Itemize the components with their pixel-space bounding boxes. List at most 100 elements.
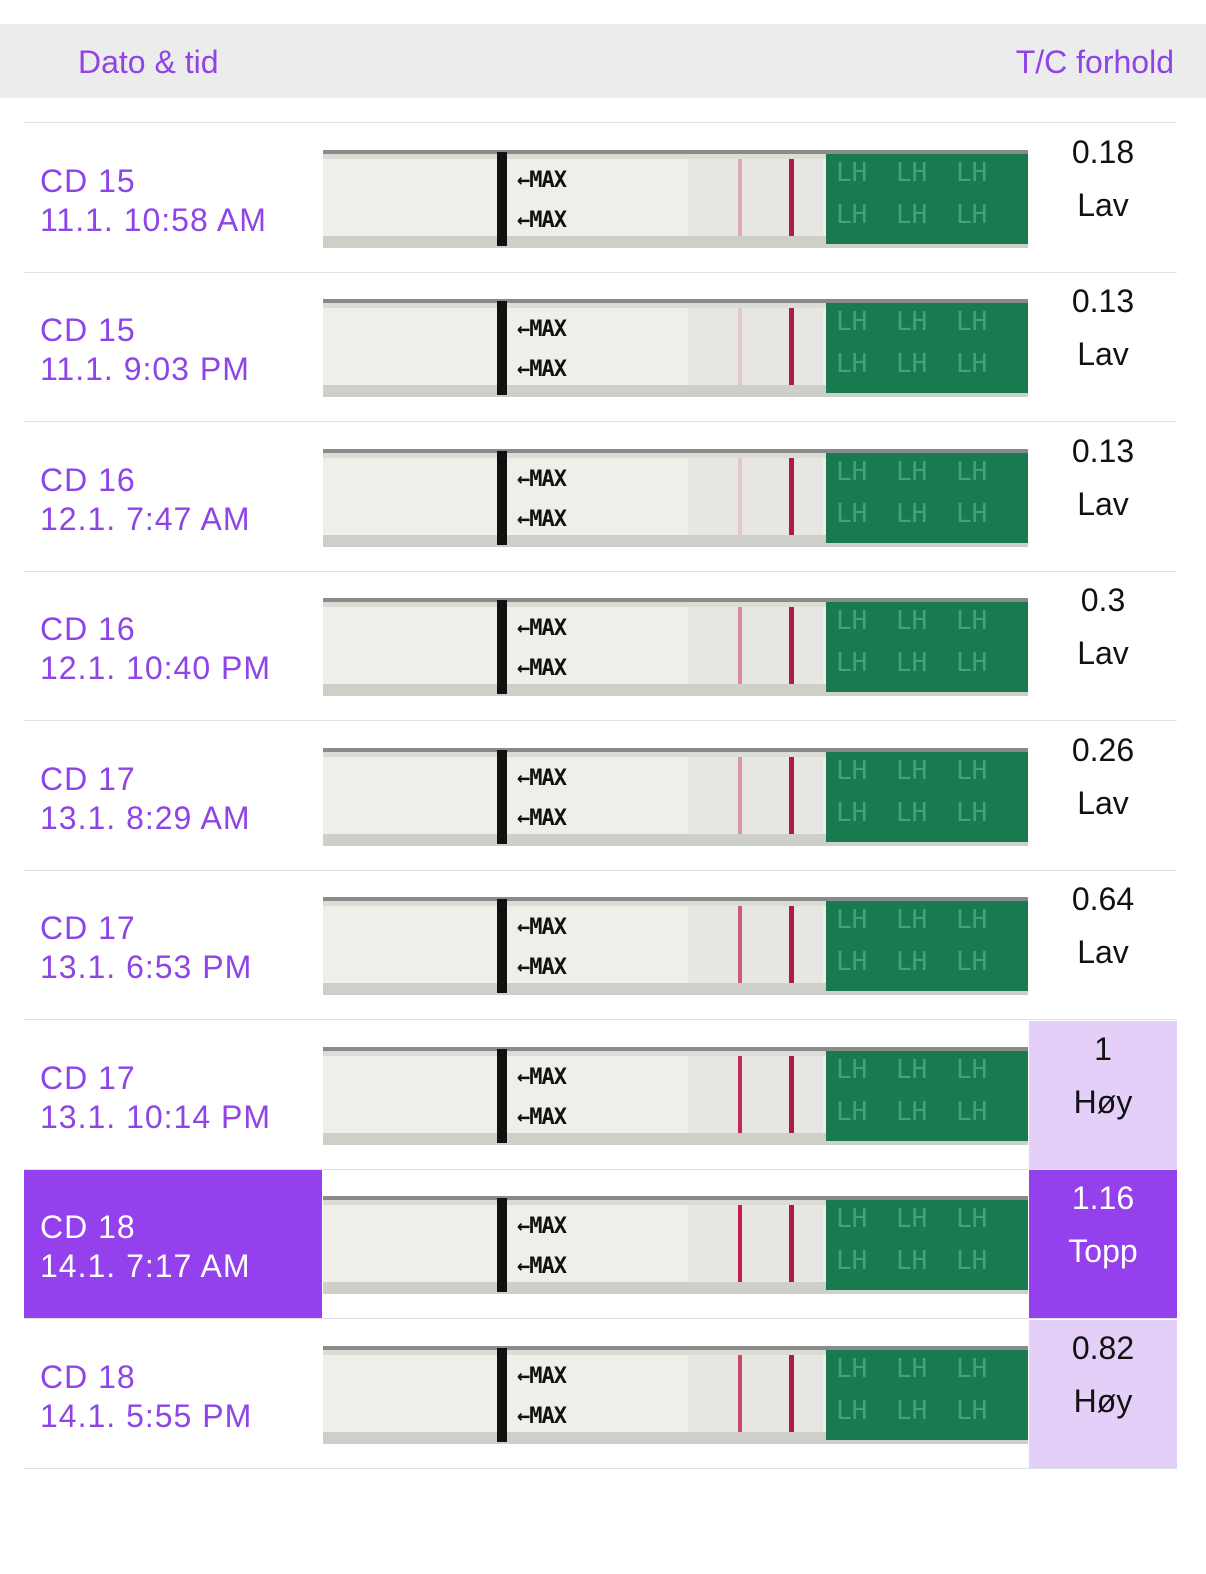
strip-lh-handle: LH LH LH LH LH LH: [826, 452, 1028, 543]
strip-dip-bar: [497, 899, 507, 993]
strip-max-label: ←MAX: [517, 616, 567, 641]
strip-lh-text: LH: [956, 1204, 988, 1234]
test-strip-photo[interactable]: ←MAX ←MAX LH LH LH LH LH LH: [323, 1196, 1028, 1294]
date-time-column-header[interactable]: Dato & tid: [78, 44, 219, 80]
test-row[interactable]: CD 16 12.1. 10:40 PM ←MAX ←MAX LH LH LH …: [24, 572, 1177, 721]
strip-max-label: ←MAX: [517, 1104, 567, 1130]
date-cell[interactable]: CD 16 12.1. 7:47 AM: [24, 423, 322, 571]
strip-max-label: ←MAX: [517, 506, 567, 532]
strip-lh-text: LH: [836, 1395, 868, 1426]
test-row[interactable]: CD 17 13.1. 10:14 PM ←MAX ←MAX LH LH LH …: [24, 1020, 1177, 1170]
strip-lh-text: LH: [836, 1096, 868, 1127]
tc-ratio-cell[interactable]: 0.64 Lav: [1029, 871, 1177, 1019]
test-row[interactable]: CD 17 13.1. 8:29 AM ←MAX ←MAX LH LH LH L…: [24, 722, 1177, 871]
strip-max-label: ←MAX: [517, 167, 567, 193]
strip-lh-text: LH: [896, 648, 928, 678]
strip-lh-text: LH: [896, 905, 928, 935]
test-strip-photo[interactable]: ←MAX ←MAX LH LH LH LH LH LH: [323, 897, 1028, 995]
strip-lh-handle: LH LH LH LH LH LH: [826, 901, 1028, 991]
strip-lh-text: LH: [956, 1353, 988, 1384]
date-cell[interactable]: CD 17 13.1. 10:14 PM: [24, 1021, 322, 1169]
test-strip-photo[interactable]: ←MAX ←MAX LH LH LH LH LH LH: [323, 747, 1028, 846]
strip-lh-text: LH: [896, 456, 928, 487]
date-cell[interactable]: CD 18 14.1. 7:17 AM: [24, 1170, 322, 1318]
lh-level-label: Lav: [1077, 635, 1129, 671]
strip-max-label: ←MAX: [517, 765, 567, 791]
test-line: [738, 1205, 742, 1282]
strip-lh-handle: LH LH LH LH LH LH: [826, 751, 1028, 842]
control-line: [789, 308, 794, 385]
strip-lh-handle: LH LH LH LH LH LH: [826, 303, 1028, 393]
tc-ratio-cell[interactable]: 1.16 Topp: [1029, 1170, 1177, 1318]
strip-lh-text: LH: [836, 157, 868, 188]
strip-lh-text: LH: [836, 797, 868, 828]
test-strip-photo[interactable]: ←MAX ←MAX LH LH LH LH LH LH: [323, 1046, 1028, 1145]
test-strip-photo[interactable]: ←MAX ←MAX LH LH LH LH LH LH: [323, 598, 1028, 696]
date-cell[interactable]: CD 17 13.1. 6:53 PM: [24, 871, 322, 1019]
strip-lh-text: LH: [956, 456, 988, 487]
strip-lh-text: LH: [896, 797, 928, 828]
strip-lh-text: LH: [896, 1353, 928, 1384]
test-line: [738, 308, 742, 385]
strip-max-label: ←MAX: [517, 466, 567, 492]
test-strip-photo[interactable]: ←MAX ←MAX LH LH LH LH LH LH: [323, 1345, 1028, 1444]
cycle-day-label: CD 15: [40, 312, 136, 348]
test-line: [738, 756, 742, 834]
strip-max-label: ←MAX: [517, 1363, 567, 1389]
cycle-day-label: CD 15: [40, 162, 136, 199]
test-row[interactable]: CD 16 12.1. 7:47 AM ←MAX ←MAX LH LH LH L…: [24, 423, 1177, 572]
strip-lh-text: LH: [896, 199, 928, 230]
lh-level-label: Lav: [1077, 336, 1129, 372]
strip-lh-text: LH: [896, 1096, 928, 1127]
tc-ratio-cell[interactable]: 0.82 Høy: [1029, 1319, 1177, 1468]
lh-level-label: Lav: [1077, 934, 1129, 970]
date-cell[interactable]: CD 15 11.1. 10:58 AM: [24, 124, 322, 272]
date-cell[interactable]: CD 18 14.1. 5:55 PM: [24, 1320, 322, 1468]
tc-ratio-cell[interactable]: 0.13 Lav: [1029, 273, 1177, 421]
strip-lh-text: LH: [956, 1054, 988, 1085]
test-strip-photo[interactable]: ←MAX ←MAX LH LH LH LH LH LH: [323, 448, 1028, 547]
control-line: [789, 1205, 794, 1282]
strip-max-label: ←MAX: [517, 656, 567, 681]
strip-lh-text: LH: [956, 648, 988, 678]
test-row[interactable]: CD 15 11.1. 10:58 AM ←MAX ←MAX LH LH LH …: [24, 124, 1177, 273]
date-cell[interactable]: CD 16 12.1. 10:40 PM: [24, 572, 322, 720]
strip-result-window: [688, 1205, 823, 1282]
tc-ratio-cell[interactable]: 0.18 Lav: [1029, 124, 1177, 272]
control-line: [789, 158, 794, 236]
tc-ratio-value: 0.26: [1071, 731, 1135, 768]
tc-ratio-cell[interactable]: 0.13 Lav: [1029, 423, 1177, 571]
date-cell[interactable]: CD 15 11.1. 9:03 PM: [24, 273, 322, 421]
cycle-day-label: CD 16: [40, 611, 136, 647]
strip-dip-bar: [497, 450, 507, 545]
strip-lh-text: LH: [836, 905, 868, 935]
test-row[interactable]: CD 17 13.1. 6:53 PM ←MAX ←MAX LH LH LH L…: [24, 871, 1177, 1020]
strip-lh-text: LH: [836, 755, 868, 786]
test-row[interactable]: CD 18 14.1. 5:55 PM ←MAX ←MAX LH LH LH L…: [24, 1319, 1177, 1469]
tc-ratio-value: 0.18: [1071, 133, 1135, 170]
strip-dip-bar: [497, 1048, 507, 1143]
date-cell[interactable]: CD 17 13.1. 8:29 AM: [24, 722, 322, 870]
tc-ratio-column-header[interactable]: T/C forhold: [1015, 44, 1174, 80]
strip-lh-text: LH: [956, 498, 988, 529]
test-line: [738, 906, 742, 983]
date-time-label: 12.1. 10:40 PM: [40, 650, 272, 686]
test-strip-photo[interactable]: ←MAX ←MAX LH LH LH LH LH LH: [323, 299, 1028, 397]
control-line: [789, 906, 794, 983]
strip-lh-text: LH: [836, 349, 868, 379]
tc-ratio-value: 1: [1094, 1030, 1112, 1067]
tc-ratio-cell[interactable]: 0.3 Lav: [1029, 572, 1177, 720]
strip-lh-text: LH: [896, 307, 928, 337]
tc-ratio-value: 0.82: [1071, 1329, 1135, 1366]
strip-max-label: ←MAX: [517, 1403, 567, 1429]
lh-level-label: Høy: [1073, 1382, 1133, 1419]
test-row[interactable]: CD 15 11.1. 9:03 PM ←MAX ←MAX LH LH LH L…: [24, 273, 1177, 422]
cycle-day-label: CD 18: [40, 1358, 136, 1395]
tc-ratio-cell[interactable]: 0.26 Lav: [1029, 722, 1177, 870]
test-strip-photo[interactable]: ←MAX ←MAX LH LH LH LH LH LH: [323, 149, 1028, 248]
strip-lh-text: LH: [896, 1204, 928, 1234]
test-row[interactable]: CD 18 14.1. 7:17 AM ←MAX ←MAX LH LH LH L…: [24, 1170, 1177, 1319]
strip-result-window: [688, 756, 823, 834]
strip-lh-text: LH: [956, 1246, 988, 1276]
tc-ratio-cell[interactable]: 1 Høy: [1029, 1020, 1177, 1169]
